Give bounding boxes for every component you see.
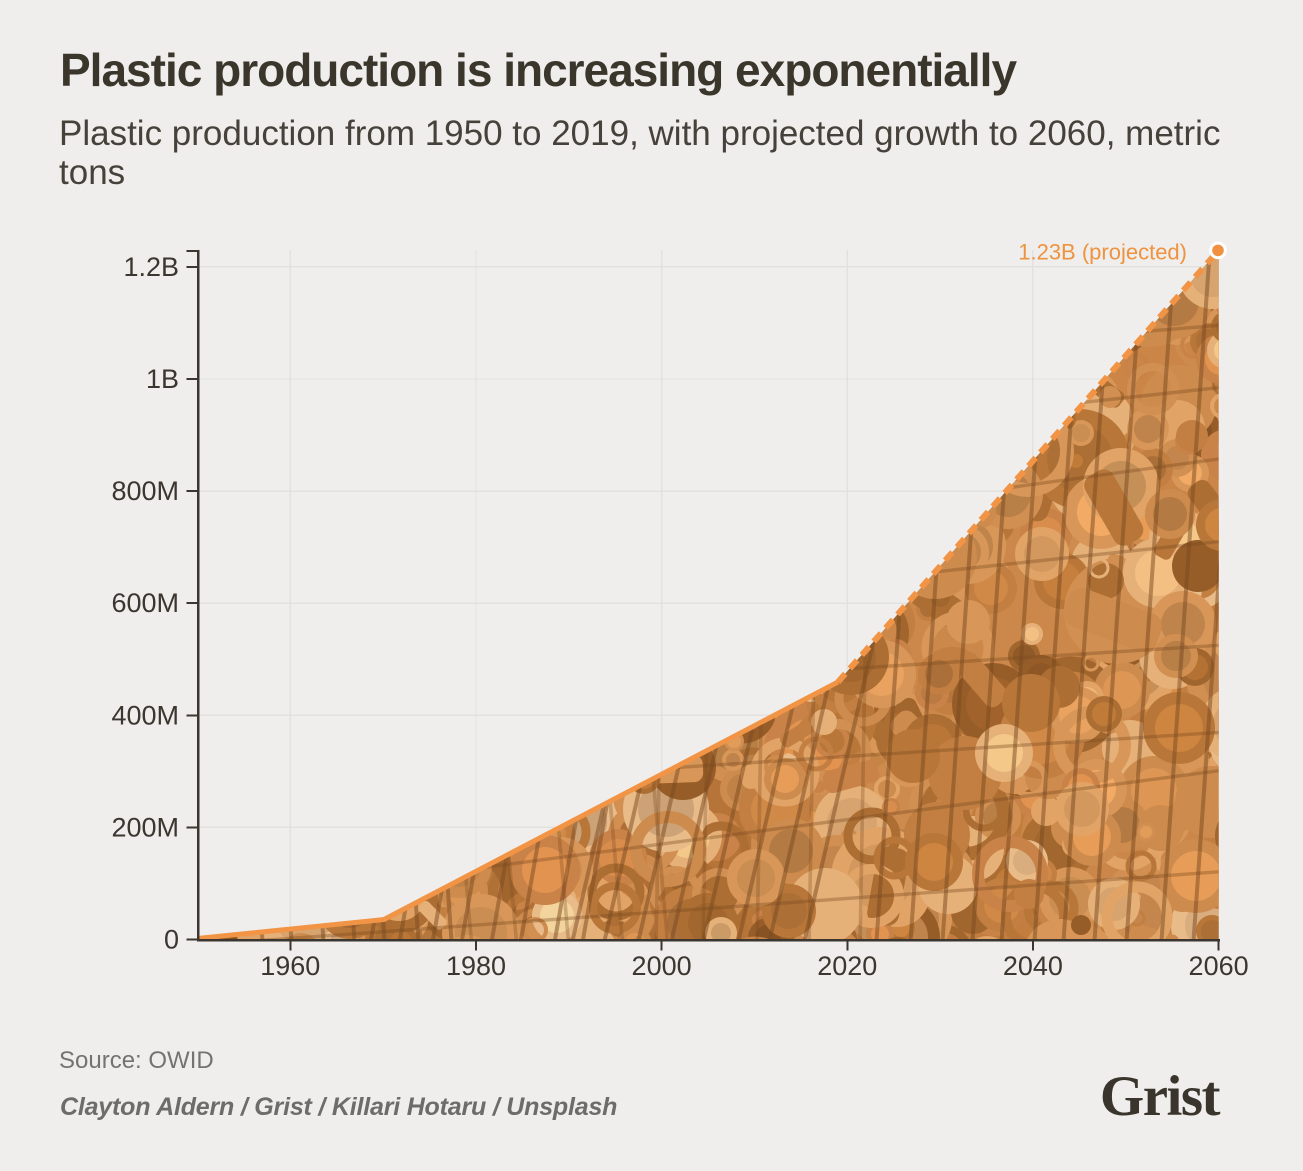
svg-text:400M: 400M <box>111 700 179 730</box>
svg-text:0: 0 <box>164 924 179 954</box>
svg-text:2000: 2000 <box>632 951 692 981</box>
svg-text:1B: 1B <box>146 364 179 394</box>
svg-text:1.23B (projected): 1.23B (projected) <box>1018 240 1187 265</box>
svg-text:1980: 1980 <box>446 951 506 981</box>
svg-text:200M: 200M <box>111 812 179 842</box>
svg-text:2060: 2060 <box>1189 951 1249 981</box>
svg-text:800M: 800M <box>111 476 179 506</box>
svg-text:600M: 600M <box>111 588 179 618</box>
svg-text:2020: 2020 <box>817 951 877 981</box>
svg-text:1.2B: 1.2B <box>123 252 179 282</box>
svg-text:1960: 1960 <box>260 951 320 981</box>
svg-text:2040: 2040 <box>1003 951 1063 981</box>
